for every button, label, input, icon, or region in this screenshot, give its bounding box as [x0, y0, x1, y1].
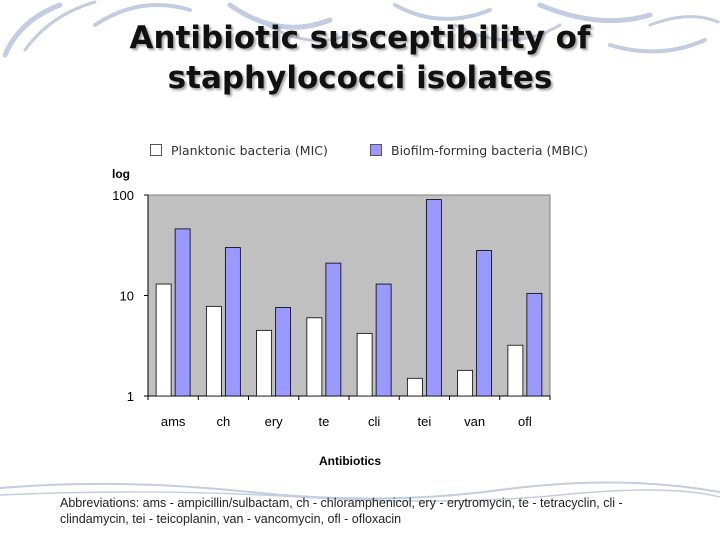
bar-mbic-ery — [275, 307, 292, 397]
bar-mic-te — [306, 317, 323, 397]
bar-mbic-ofl — [526, 292, 543, 397]
legend-swatch-mic — [150, 144, 162, 156]
x-tick-label: cli — [368, 414, 380, 429]
x-tick-label: van — [464, 414, 485, 429]
y-axis-label: log — [112, 167, 130, 181]
legend-item-mbic: Biofilm-forming bacteria (MBIC) — [370, 143, 588, 158]
legend-swatch-mbic — [370, 144, 382, 156]
x-tick-label: te — [318, 414, 329, 429]
bar-mbic-cli — [375, 283, 392, 397]
y-tick-label: 10 — [120, 289, 134, 304]
bar-mic-ch — [205, 305, 222, 397]
bar-mbic-van — [476, 250, 493, 397]
slide-title: Antibiotic susceptibility of staphylococ… — [0, 18, 720, 98]
bar-mbic-ams — [174, 228, 191, 397]
x-tick-label: ams — [161, 414, 186, 429]
bar-mbic-ch — [224, 247, 241, 397]
y-tick-label: 100 — [112, 188, 134, 203]
bar-mic-ams — [155, 283, 172, 397]
legend-item-mic: Planktonic bacteria (MIC) — [150, 143, 328, 158]
bar-mic-tei — [406, 377, 423, 397]
legend-label-mic: Planktonic bacteria (MIC) — [171, 143, 328, 158]
slide-title-line-1: Antibiotic susceptibility of — [129, 20, 591, 56]
bar-mbic-tei — [425, 199, 442, 397]
abbreviations-note: Abbreviations: ams - ampicillin/sulbacta… — [60, 496, 623, 526]
slide-title-line-2: staphylococci isolates — [167, 60, 553, 96]
x-tick-label: tei — [418, 414, 432, 429]
x-tick-label: ery — [265, 414, 284, 429]
legend-label-mbic: Biofilm-forming bacteria (MBIC) — [391, 143, 589, 158]
bar-mbic-te — [325, 262, 342, 397]
y-tick-label: 1 — [127, 389, 134, 404]
bar-mic-cli — [356, 332, 373, 397]
x-axis-label: Antibiotics — [319, 454, 381, 468]
bar-mic-ofl — [507, 344, 524, 397]
x-tick-label: ofl — [518, 414, 532, 429]
x-tick-label: ch — [217, 414, 231, 429]
bar-mic-van — [457, 369, 474, 397]
bar-mic-ery — [256, 329, 273, 397]
